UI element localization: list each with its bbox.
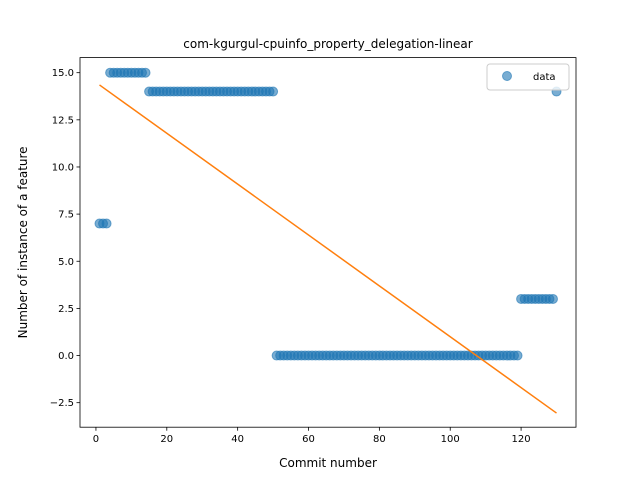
plot-marks [94,67,562,414]
legend: data [486,63,570,91]
data-point [140,67,151,78]
x-tick-label: 80 [373,434,386,445]
data-point [101,218,112,229]
plot-frame [79,57,577,428]
x-axis: 0 20 40 60 80 100 120 [93,427,531,445]
y-tick-label: 12.5 [52,115,74,126]
data-point [547,293,558,304]
y-tick-label: 15.0 [52,68,74,79]
legend-label: data [533,72,556,83]
y-tick-label: 0.0 [58,351,74,362]
data-point [268,86,279,97]
x-tick-label: 120 [512,434,531,445]
y-tick-label: 10.0 [52,162,74,173]
fit-line [99,84,557,414]
y-tick-label: 2.5 [58,304,74,315]
y-axis: −2.5 0.0 2.5 5.0 7.5 10.0 12.5 15.0 [50,68,80,409]
y-tick-label: −2.5 [50,398,74,409]
y-tick-label: 5.0 [58,257,74,268]
x-tick-label: 100 [441,434,460,445]
legend-marker [502,71,512,81]
chart-title: com-kgurgul-cpuinfo_property_delegation-… [183,37,472,51]
x-tick-label: 20 [160,434,173,445]
x-axis-label: Commit number [279,456,377,470]
data-point [512,350,523,361]
x-tick-label: 40 [231,434,244,445]
legend-box [486,63,570,91]
y-tick-label: 7.5 [58,210,74,221]
y-axis-label: Number of instance of a feature [16,146,30,338]
x-tick-label: 0 [93,434,99,445]
x-tick-label: 60 [302,434,315,445]
